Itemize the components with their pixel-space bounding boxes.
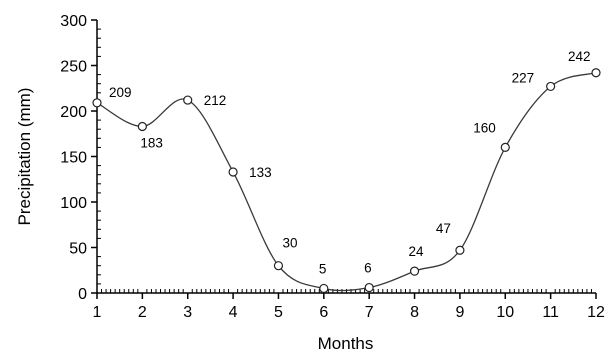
data-point [319,283,329,294]
data-label: 30 [282,236,297,251]
x-tick-label: 6 [319,304,328,321]
data-label: 212 [204,93,227,108]
y-tick-label: 200 [60,104,87,121]
y-tick-label: 300 [60,13,87,30]
data-label: 133 [249,165,272,180]
data-point [409,266,420,276]
x-tick-label: 2 [138,304,147,321]
y-axis-title: Precipitation (mm) [15,88,34,226]
data-label: 24 [409,244,425,259]
data-point [273,261,284,271]
x-tick-label: 10 [496,304,514,321]
data-labels: 209 183 212 133 30 5 6 24 47 160 227 242 [109,49,591,277]
data-label: 183 [140,135,163,150]
data-label: 5 [319,261,327,276]
y-tick-label: 250 [60,59,87,76]
x-tick-label: 7 [365,304,374,321]
y-axis: 0 50 100 150 200 250 300 [60,13,101,303]
y-tick-label: 0 [78,286,87,303]
data-point [228,167,238,177]
x-tick-label: 8 [410,304,419,321]
data-label: 6 [364,261,372,276]
series-line [96,72,597,292]
data-point [183,95,193,105]
data-point [591,68,601,78]
x-tick-label: 9 [455,304,464,321]
data-label: 227 [512,70,535,85]
x-tick-label: 5 [274,304,283,321]
data-point [546,81,556,92]
data-points [92,68,601,294]
y-tick-label: 50 [69,241,87,258]
data-label: 160 [473,120,496,135]
x-tick-label: 12 [587,304,605,321]
x-axis-title: Months [318,334,374,353]
x-axis: 1 2 3 4 5 6 7 8 9 10 11 12 [93,289,605,321]
data-point [455,245,465,255]
data-label: 242 [568,49,591,64]
data-label: 209 [109,85,132,100]
data-point [92,98,102,108]
y-tick-label: 150 [60,150,87,167]
data-point [364,282,374,293]
data-point [137,121,147,132]
x-tick-label: 1 [93,304,102,321]
x-tick-label: 11 [542,304,559,321]
x-tick-label: 3 [183,304,192,321]
data-point [500,142,510,152]
x-tick-label: 4 [229,304,238,321]
data-label: 47 [436,221,451,236]
y-tick-label: 100 [60,195,87,212]
